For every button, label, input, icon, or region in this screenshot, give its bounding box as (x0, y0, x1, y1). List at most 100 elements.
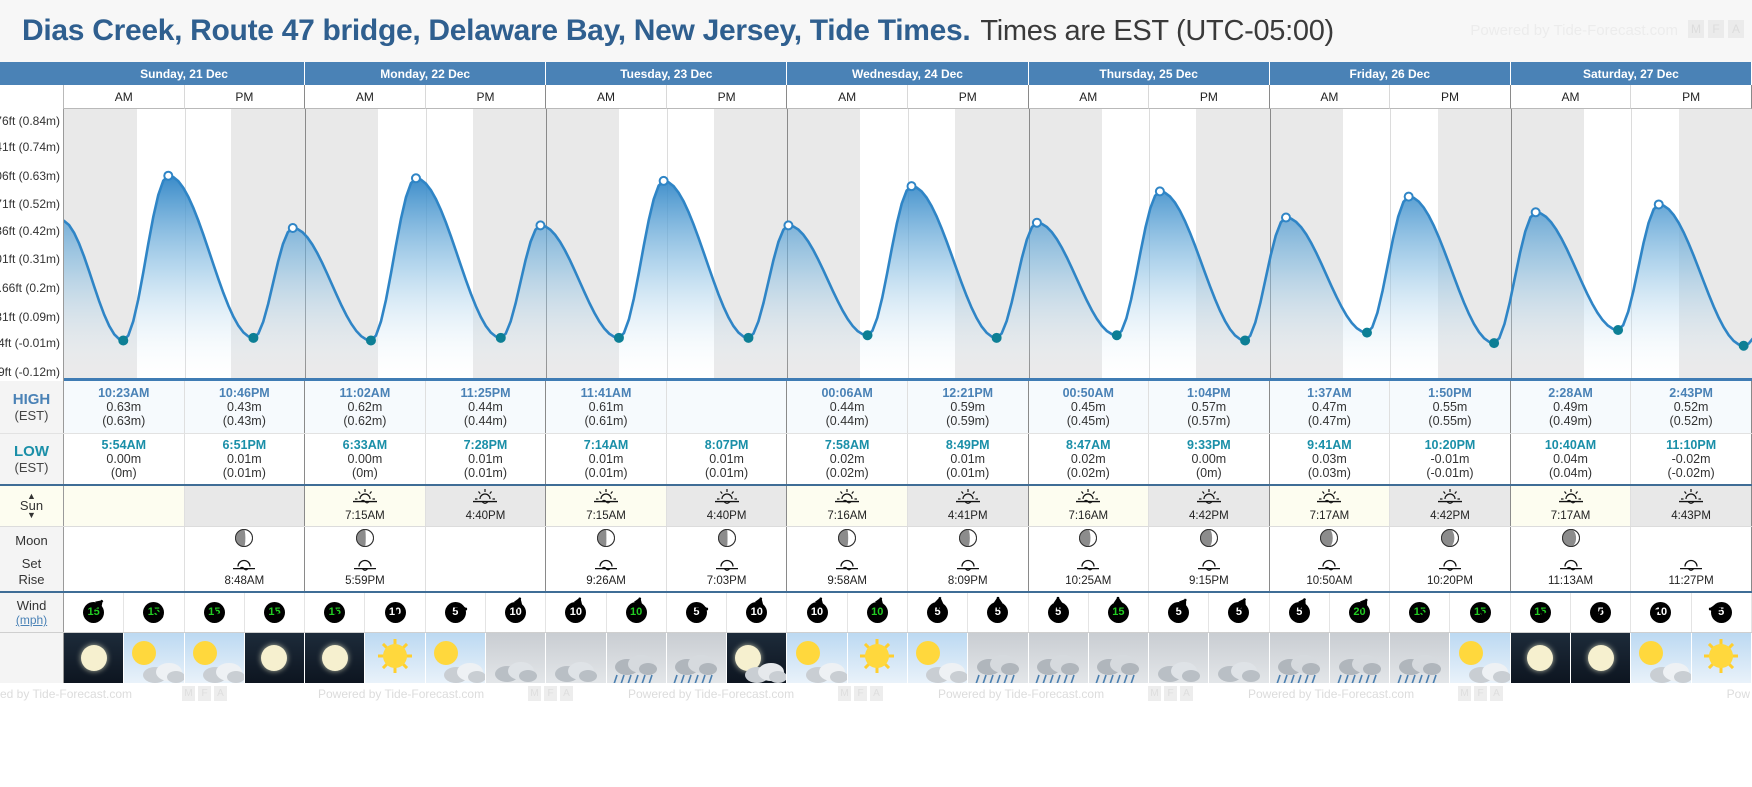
tide-high-marker-11[interactable] (783, 220, 794, 231)
moon-phase-cell-6 (787, 527, 908, 553)
tide-low-marker-24[interactable] (1613, 325, 1624, 335)
weather-icon-day-partly (907, 633, 968, 683)
moon-phase-icon-wrap (1440, 528, 1460, 553)
ampm-header-pm-4: PM (907, 85, 1029, 109)
weather-icon-day-partly (184, 633, 244, 683)
tide-high-marker-9[interactable] (658, 175, 669, 186)
weather-icon-day-partly (425, 633, 485, 683)
cloud-icon (925, 659, 968, 683)
tide-low-marker-18[interactable] (1240, 335, 1251, 346)
tide-low-marker-0[interactable] (118, 335, 129, 346)
tide-high-marker-3[interactable] (287, 223, 298, 233)
high-tide-cell-13: 2:43PM 0.52m (0.52m) (1631, 381, 1752, 433)
sun-icon (1709, 644, 1734, 668)
cloud-icon (494, 658, 538, 682)
tide-low-marker-26[interactable] (1738, 340, 1749, 351)
tide-low-marker-2[interactable] (248, 332, 259, 343)
weather-cell-27 (1691, 633, 1752, 683)
footer-badge: F (544, 686, 557, 701)
badge-m: M (1688, 20, 1704, 38)
tide-high-marker-15[interactable] (1031, 217, 1042, 228)
tide-low-marker-4[interactable] (365, 335, 376, 346)
weather-cell-24 (1510, 633, 1572, 683)
low-tide-height: 0.04m (1553, 452, 1588, 466)
sun-cell-0 (64, 486, 185, 526)
weather-icon-grey-cloud (1149, 633, 1209, 683)
moonset-icon-wrap (231, 556, 257, 576)
tide-low-marker-14[interactable] (991, 332, 1002, 343)
moon-setrise-label: Set Rise (0, 553, 64, 591)
low-tide-cell-4: 7:14AM 0.01m (0.01m) (546, 434, 667, 484)
wind-cell-17: 15 (1089, 593, 1150, 632)
wind-direction-arrow-icon (1708, 596, 1734, 625)
tide-low-marker-20[interactable] (1361, 327, 1372, 338)
weather-cell-12 (787, 633, 848, 683)
wind-badge: 10 (562, 596, 590, 624)
cloud-icon (554, 658, 598, 682)
high-tide-height-alt: (0.63m) (102, 414, 146, 428)
tide-high-marker-23[interactable] (1530, 207, 1541, 218)
rain-icon (607, 673, 666, 683)
wind-direction-arrow-icon (1045, 596, 1071, 625)
wind-speed-circle: 15 (143, 602, 165, 623)
high-tide-cell-8: 00:50AM 0.45m (0.45m) (1029, 381, 1150, 433)
wind-direction-arrow-icon (1347, 596, 1373, 625)
tide-high-marker-21[interactable] (1403, 191, 1414, 202)
sunset-icon-wrap (1678, 488, 1704, 509)
sunrise-time: 7:15AM (345, 509, 385, 522)
low-tide-cell-5: 8:07PM 0.01m (0.01m) (667, 434, 788, 484)
weather-icon-night-clear (305, 633, 365, 683)
wind-speed-circle: 10 (746, 602, 768, 623)
tide-low-marker-16[interactable] (1111, 330, 1122, 341)
wind-cell-2: 15 (185, 593, 245, 632)
wind-speed-circle: 5 (1228, 602, 1250, 623)
high-tide-height: 0.52m (1673, 400, 1709, 414)
low-tide-cell-8: 8:47AM 0.02m (0.02m) (1029, 434, 1150, 484)
tide-low-marker-10[interactable] (743, 332, 754, 343)
tide-high-marker-17[interactable] (1154, 186, 1165, 197)
low-tide-height: -0.02m (1671, 452, 1711, 466)
wind-speed-circle: 10 (565, 602, 587, 623)
tide-low-marker-12[interactable] (862, 330, 873, 341)
low-tide-label-text: LOW (14, 443, 49, 460)
header-watermark: Powered by Tide-Forecast.com (1470, 22, 1678, 39)
moonrise-time: 9:15PM (1189, 575, 1229, 588)
moonrise-icon (1197, 559, 1220, 571)
wind-speed-circle: 15 (1107, 602, 1129, 623)
tide-high-marker-5[interactable] (410, 173, 421, 184)
weather-icon-day-partly (1631, 633, 1691, 683)
sunrise-icon (352, 489, 377, 504)
moon-setrise-cell-3 (426, 553, 547, 591)
weather-cell-8 (546, 633, 607, 683)
sunrise-icon (835, 489, 860, 504)
high-tide-time: 00:06AM (821, 386, 873, 400)
tide-high-marker-25[interactable] (1653, 199, 1664, 210)
tide-low-marker-6[interactable] (495, 332, 506, 343)
sun-cell-4: 7:15AM (546, 486, 667, 526)
tide-low-marker-8[interactable] (613, 332, 624, 343)
wind-label: Wind (mph) (0, 593, 64, 632)
moon-setrise-row: Set Rise 8:48AM 5:59PM 9:26AM 7:03PM 9:58AM 8… (0, 553, 1752, 593)
tide-high-marker-19[interactable] (1280, 212, 1291, 223)
moon-setrise-cell-11: 10:20PM (1390, 553, 1511, 591)
cloud-icon (1468, 659, 1510, 683)
low-tide-height-alt: (0.03m) (1307, 466, 1351, 480)
low-tide-cell-2: 6:33AM 0.00m (0m) (305, 434, 426, 484)
wind-speed-circle: 5 (1590, 602, 1612, 623)
footer-badge: A (560, 686, 573, 701)
moonset-time: 11:13AM (1547, 575, 1594, 588)
high-tide-cell-2: 11:02AM 0.62m (0.62m) (305, 381, 426, 433)
wind-badge: 15 (1104, 596, 1132, 624)
moon-phase-icon-wrap (1199, 528, 1219, 553)
tide-high-marker-7[interactable] (535, 220, 546, 231)
wind-badge: 10 (743, 596, 771, 624)
wind-unit-link[interactable]: (mph) (15, 613, 48, 628)
moonset-icon (836, 559, 859, 571)
tide-high-marker-1[interactable] (163, 170, 174, 181)
weather-cell-25 (1571, 633, 1632, 683)
tide-low-marker-22[interactable] (1489, 338, 1500, 349)
tide-high-marker-13[interactable] (906, 181, 917, 192)
